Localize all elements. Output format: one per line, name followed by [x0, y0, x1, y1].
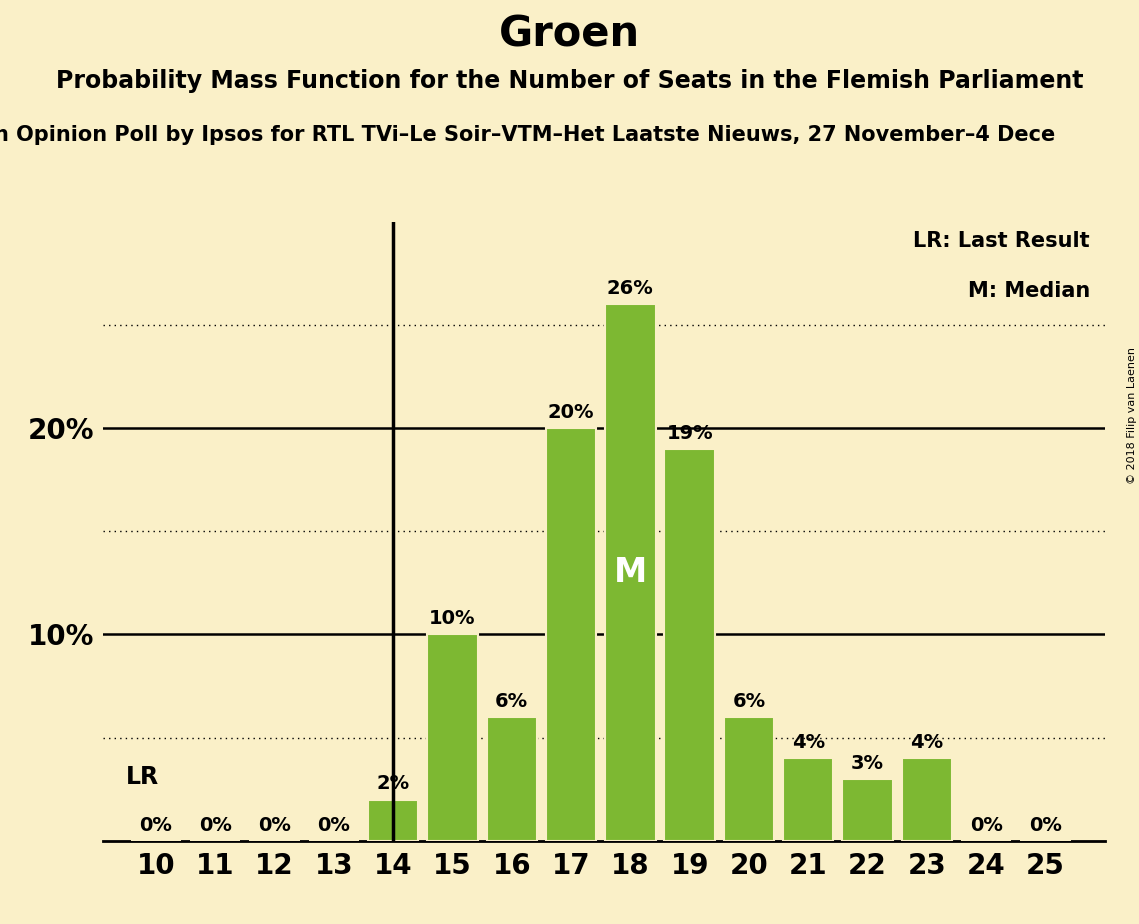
Text: 6%: 6% [732, 692, 765, 711]
Text: 0%: 0% [139, 816, 172, 834]
Text: 10%: 10% [429, 609, 476, 628]
Bar [784, 759, 834, 841]
Text: 2%: 2% [377, 774, 410, 794]
Text: 0%: 0% [969, 816, 1002, 834]
Bar [902, 759, 952, 841]
Bar [605, 304, 656, 841]
Bar [723, 717, 775, 841]
Text: Groen: Groen [499, 14, 640, 55]
Text: 4%: 4% [792, 733, 825, 752]
Bar [368, 799, 418, 841]
Text: 26%: 26% [607, 279, 654, 298]
Bar [664, 449, 715, 841]
Text: 0%: 0% [199, 816, 231, 834]
Text: M: Median: M: Median [967, 281, 1090, 300]
Bar [546, 428, 596, 841]
Bar [843, 779, 893, 841]
Text: 0%: 0% [318, 816, 351, 834]
Text: M: M [614, 556, 647, 590]
Text: © 2018 Filip van Laenen: © 2018 Filip van Laenen [1126, 347, 1137, 484]
Text: 4%: 4% [910, 733, 943, 752]
Text: 3%: 3% [851, 754, 884, 772]
Text: LR: LR [126, 765, 159, 789]
Text: 0%: 0% [259, 816, 290, 834]
Text: 20%: 20% [548, 403, 595, 422]
Text: Probability Mass Function for the Number of Seats in the Flemish Parliament: Probability Mass Function for the Number… [56, 69, 1083, 93]
Bar [427, 635, 477, 841]
Text: 0%: 0% [1029, 816, 1062, 834]
Text: LR: Last Result: LR: Last Result [913, 231, 1090, 251]
Text: n Opinion Poll by Ipsos for RTL TVi–Le Soir–VTM–Het Laatste Nieuws, 27 November–: n Opinion Poll by Ipsos for RTL TVi–Le S… [0, 125, 1056, 145]
Text: 19%: 19% [666, 423, 713, 443]
Text: 6%: 6% [495, 692, 528, 711]
Bar [486, 717, 536, 841]
